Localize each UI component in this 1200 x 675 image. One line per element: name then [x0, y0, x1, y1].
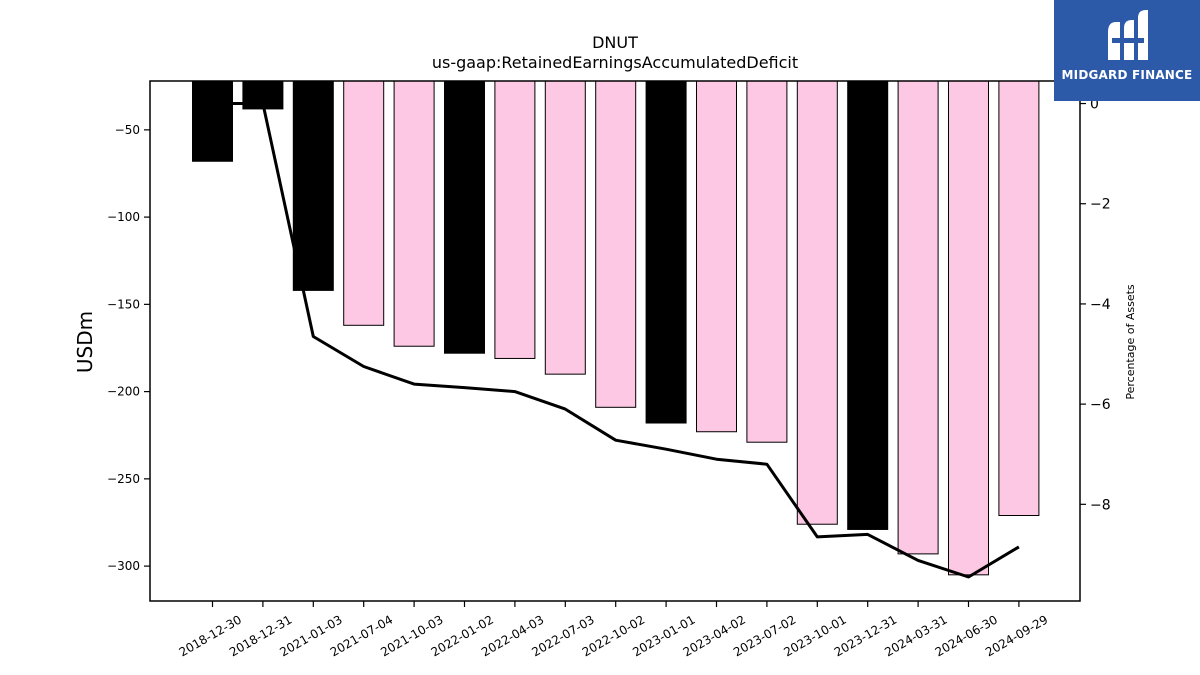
y2-tick-label: −4 [1090, 297, 1111, 313]
bar [948, 80, 989, 576]
y2-axis-ticks: 0 −2 −4 −6 −8 [1080, 97, 1111, 513]
y2-tick-label: −8 [1090, 497, 1111, 513]
y-tick-label: −100 [107, 210, 140, 224]
bar [544, 80, 586, 375]
y-axis-ticks: −50 −100 −150 −200 −250 −300 [107, 123, 150, 573]
bar [444, 80, 485, 354]
y2-tick-label: 0 [1090, 97, 1099, 113]
y-tick-label: −150 [107, 297, 140, 311]
y-tick-label: −250 [107, 472, 140, 486]
y-axis-label: USDm [73, 311, 97, 373]
x-axis-ticks: 2018-12-302018-12-312021-01-032021-07-04… [177, 601, 1050, 659]
chart-subtitle: us-gaap:RetainedEarningsAccumulatedDefic… [432, 53, 798, 72]
line-layer [212, 102, 1020, 579]
bar [192, 80, 233, 162]
bar [343, 80, 385, 326]
bar [292, 80, 334, 291]
brand-logo: MIDGARD FINANCE [1054, 0, 1200, 101]
y2-axis-label: Percentage of Assets [1124, 284, 1137, 400]
y-tick-label: −300 [107, 559, 140, 573]
chart-title: DNUT [592, 33, 638, 52]
brand-name: MIDGARD FINANCE [1061, 68, 1193, 82]
series-line [212, 102, 1020, 579]
bar [847, 80, 889, 530]
bar [897, 80, 939, 555]
bar [796, 80, 838, 525]
bar [998, 80, 1040, 516]
bar [746, 80, 788, 443]
bar [494, 80, 536, 359]
plot-frame [149, 80, 1081, 602]
y2-tick-label: −2 [1090, 197, 1111, 213]
logo-mark-icon [1108, 10, 1148, 60]
y-tick-label: −50 [115, 123, 140, 137]
bar [696, 80, 737, 433]
y-tick-label: −200 [107, 385, 140, 399]
bars-layer [192, 80, 1040, 576]
y2-tick-label: −6 [1090, 397, 1111, 413]
bar [393, 80, 435, 347]
bar [595, 80, 637, 408]
bar [645, 80, 687, 424]
